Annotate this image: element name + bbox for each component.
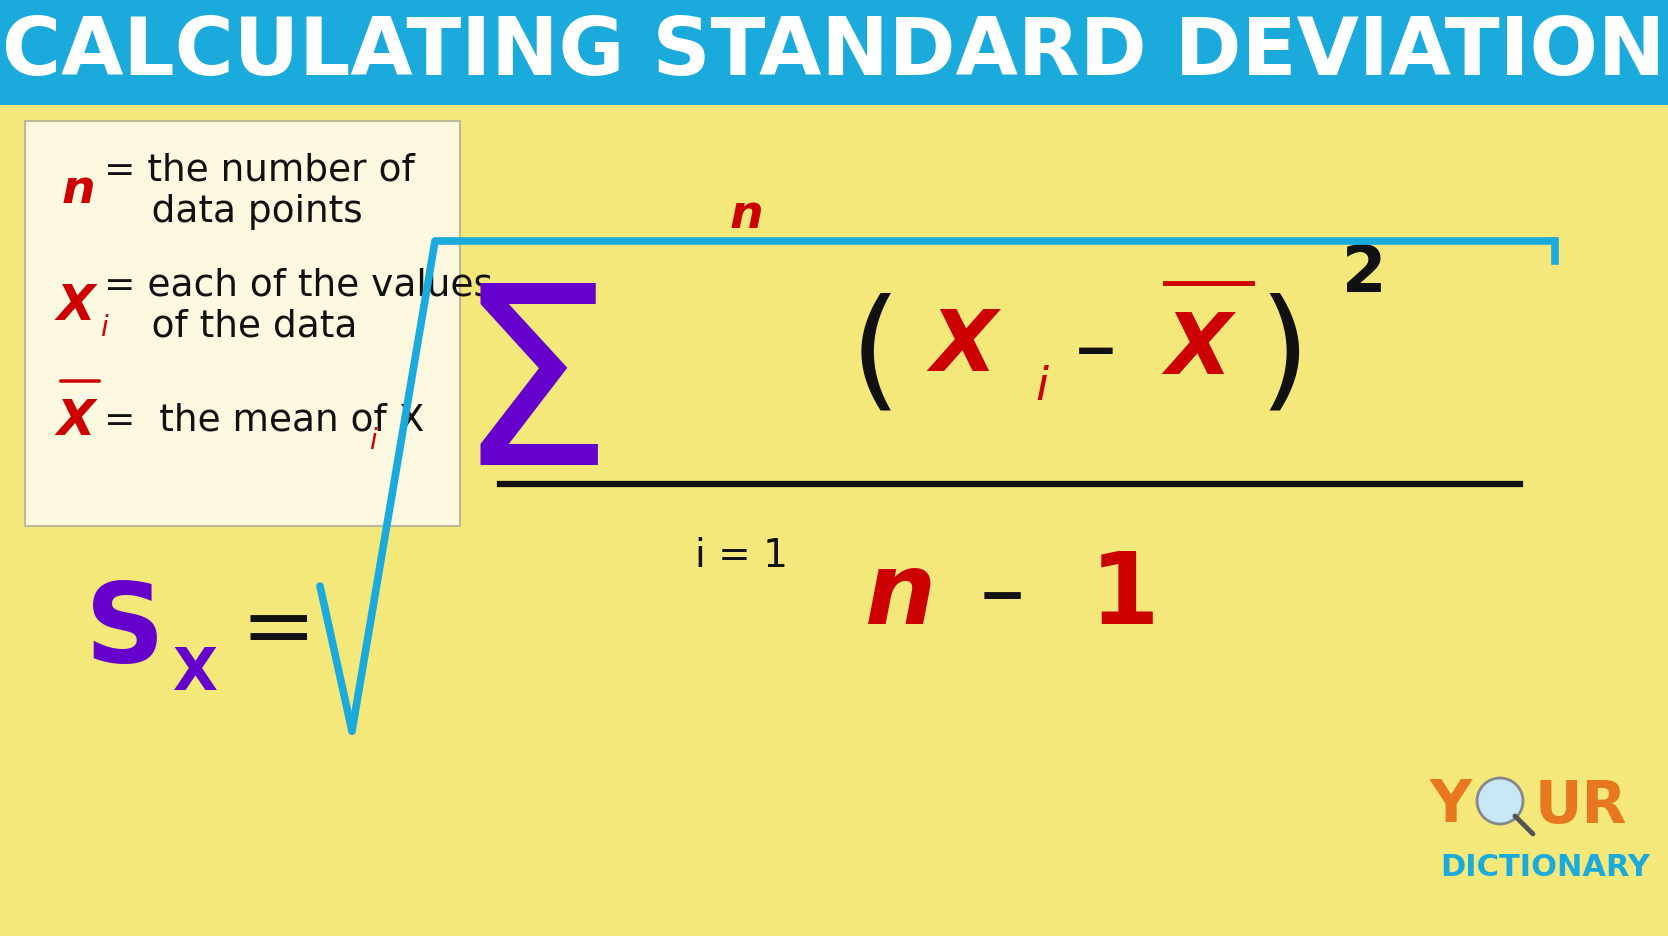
Text: –: – (981, 552, 1026, 640)
Text: X: X (57, 282, 95, 330)
Text: $\Sigma$: $\Sigma$ (455, 275, 599, 517)
Text: n: n (731, 194, 764, 239)
Circle shape (1476, 778, 1523, 824)
Text: X: X (173, 645, 219, 701)
Text: X: X (1164, 310, 1231, 392)
Text: i: i (1036, 365, 1048, 411)
Text: S: S (85, 578, 165, 684)
Text: n: n (62, 168, 95, 213)
Text: X: X (931, 306, 996, 389)
Text: Y: Y (1429, 778, 1473, 835)
Text: 2: 2 (1343, 243, 1386, 305)
Text: –: – (1074, 311, 1118, 391)
Text: i = 1: i = 1 (696, 537, 787, 575)
Text: CALCULATING STANDARD DEVIATION: CALCULATING STANDARD DEVIATION (2, 13, 1666, 92)
Text: = each of the values
    of the data: = each of the values of the data (103, 267, 494, 344)
Text: ): ) (1258, 292, 1309, 419)
Text: 1: 1 (1089, 548, 1159, 645)
Text: (: ( (851, 292, 901, 419)
FancyBboxPatch shape (25, 121, 460, 526)
Text: DICTIONARY: DICTIONARY (1439, 854, 1650, 883)
Text: =  the mean of X: = the mean of X (103, 403, 424, 439)
Text: = the number of
    data points: = the number of data points (103, 153, 415, 230)
FancyBboxPatch shape (0, 0, 1668, 105)
Text: n: n (866, 548, 936, 645)
Text: =: = (240, 587, 315, 675)
Text: UR: UR (1535, 778, 1628, 835)
Text: i: i (369, 427, 377, 455)
Text: X: X (57, 397, 95, 445)
Text: i: i (100, 314, 108, 342)
